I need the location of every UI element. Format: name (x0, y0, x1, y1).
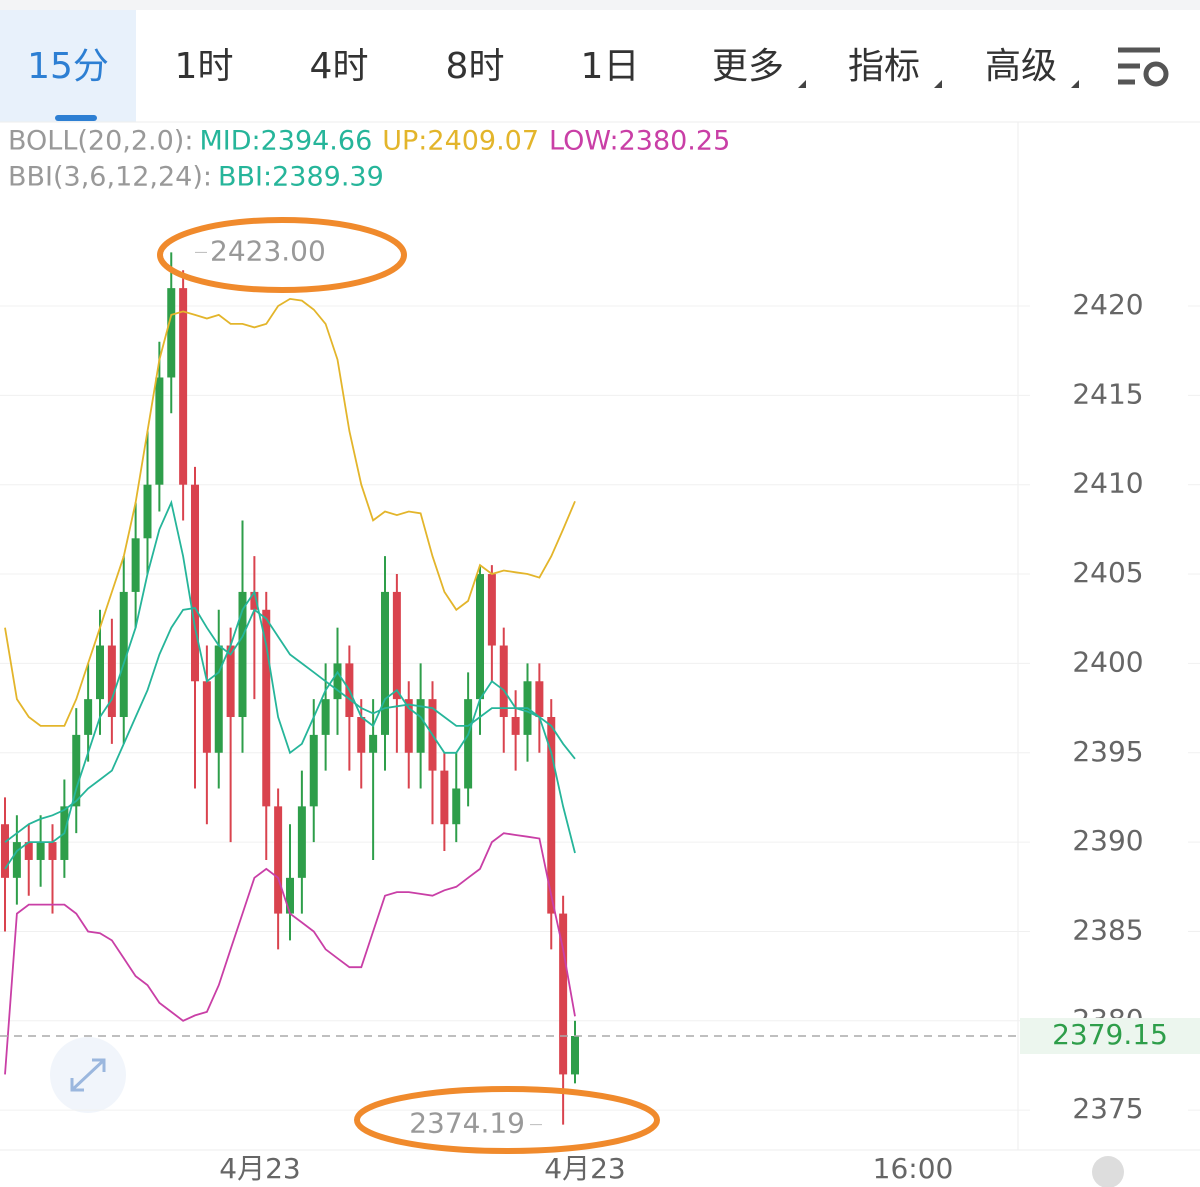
candle-body (143, 484, 152, 539)
candle-body (404, 699, 413, 753)
tab[interactable]: 8时 (446, 46, 505, 87)
legend-value: 2389.39 (272, 162, 384, 193)
y-tick-label: 2390 (1072, 824, 1143, 857)
candle-body (96, 645, 104, 700)
tab[interactable]: 4时 (310, 46, 369, 87)
candle-body (321, 699, 330, 735)
active-tab-underline (55, 115, 97, 121)
tab[interactable]: 指标 (848, 46, 920, 87)
candle-body (369, 734, 378, 753)
candle-body (250, 591, 259, 610)
legend-name: MID: (199, 126, 260, 157)
legend-value: 2380.25 (619, 126, 731, 157)
candle-body (107, 645, 116, 718)
indicator-line (4, 832, 576, 1075)
candle-body (24, 842, 33, 860)
last-price-label: 2379.15 (1052, 1018, 1168, 1051)
candle-body (214, 645, 223, 753)
indicator-label: BBI(3,6,12,24): (8, 162, 212, 193)
candle-body (416, 699, 425, 753)
candle-body (12, 842, 21, 878)
expand-icon (70, 1058, 106, 1092)
candle-body (238, 591, 247, 718)
y-tick-label: 2375 (1072, 1092, 1143, 1125)
candle-body (274, 806, 283, 914)
candle-body (48, 842, 57, 860)
y-tick-label: 2415 (1072, 377, 1143, 410)
tab-arrow (934, 80, 942, 88)
tab[interactable]: 更多 (712, 46, 784, 87)
tab[interactable]: 1日 (581, 46, 640, 87)
indicator-line (4, 499, 576, 870)
candle-body (36, 842, 45, 860)
candle-body (72, 734, 81, 807)
legend-value: 2394.66 (261, 126, 373, 157)
legend-value: 2409.07 (427, 126, 539, 157)
candle-body (202, 681, 211, 753)
tab-arrow (798, 80, 806, 88)
candle-body (297, 806, 306, 878)
candle-body (309, 734, 318, 807)
x-tick-label: 16:00 (873, 1152, 954, 1185)
candle-body (381, 591, 389, 735)
candle-body (84, 699, 93, 735)
candle-body (535, 681, 544, 718)
highlight-ellipse (354, 1086, 660, 1154)
y-tick-label: 2405 (1072, 556, 1143, 589)
last-price-box (1020, 1017, 1200, 1054)
price-annotation: 2423.00 (210, 234, 326, 267)
candle-body (119, 591, 128, 718)
indicator-line (4, 297, 576, 727)
candle-body (179, 288, 188, 485)
active-tab-bg (0, 10, 136, 122)
candle-body (464, 699, 473, 789)
candle-body (226, 645, 235, 718)
candle-body (571, 1035, 579, 1075)
indicator-label: BOLL(20,2.0): (8, 126, 193, 157)
status-strip (0, 0, 1200, 10)
candle-body (167, 288, 176, 378)
y-tick-label: 2385 (1072, 913, 1143, 946)
scroll-button[interactable] (1092, 1156, 1124, 1187)
candle-body (452, 788, 461, 825)
price-annotation: 2374.19 (409, 1107, 525, 1140)
legend-name: BBI: (218, 162, 272, 193)
y-tick-label: 2410 (1072, 467, 1143, 500)
candle-body (476, 574, 484, 700)
candle-body (1, 824, 9, 878)
y-tick-label: 2395 (1072, 735, 1143, 768)
legend-name: LOW: (549, 126, 619, 157)
y-tick-label: 2420 (1072, 288, 1143, 321)
candle-body (191, 484, 199, 682)
indicator-line (4, 607, 576, 843)
tab[interactable]: 1时 (175, 46, 234, 87)
candle-body (511, 717, 520, 735)
tab-arrow (1071, 80, 1079, 88)
tab[interactable]: 15分 (27, 46, 109, 87)
candle-body (440, 770, 449, 825)
x-tick-label: 4月23 (219, 1152, 300, 1185)
y-tick-label: 2400 (1072, 645, 1143, 678)
candle-body (286, 877, 294, 914)
candle-body (547, 717, 556, 914)
candle-body (487, 574, 496, 646)
highlight-ellipse (157, 217, 407, 293)
candle-body (333, 663, 342, 700)
candle-body (499, 645, 508, 718)
candle-body (262, 609, 271, 807)
candle-body (155, 377, 164, 485)
x-tick-label: 4月23 (544, 1152, 625, 1185)
candle-body (357, 717, 366, 753)
candle-body (559, 913, 568, 1075)
tab[interactable]: 高级 (985, 46, 1057, 87)
candle-body (131, 538, 140, 592)
candle-body (392, 591, 401, 700)
legend-name: UP: (382, 126, 427, 157)
settings-icon[interactable] (1118, 47, 1169, 87)
